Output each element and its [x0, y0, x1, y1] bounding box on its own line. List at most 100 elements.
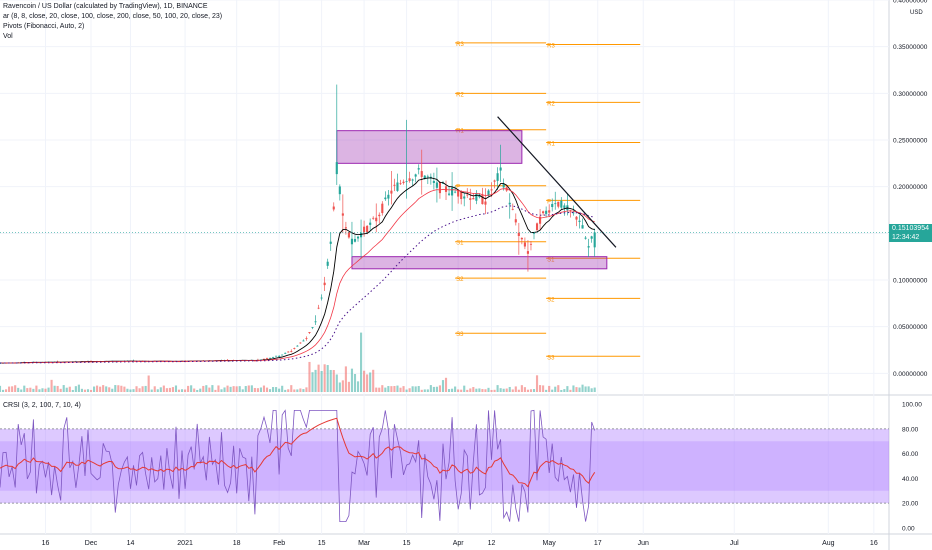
mid-ma-line: [0, 188, 595, 364]
volume-bar: [208, 387, 211, 392]
volume-bar: [65, 387, 68, 392]
pivot-current-label: S1: [547, 257, 555, 263]
volume-bar: [135, 386, 138, 392]
candle-body: [323, 282, 326, 286]
crsi-axis-label: 80.00: [902, 426, 919, 433]
volume-bar: [138, 388, 141, 392]
last-price-value: 0.15103954: [892, 225, 929, 232]
volume-bar: [514, 386, 517, 392]
volume-bar: [326, 365, 329, 392]
volume-bar: [517, 389, 520, 392]
volume-bar: [560, 389, 563, 392]
volume-bar: [363, 370, 366, 392]
price-axis-unit: USD: [910, 10, 923, 16]
volume-bar: [302, 389, 305, 392]
volume-bar: [493, 389, 496, 392]
volume-bar: [429, 385, 432, 392]
volume-bar: [387, 386, 390, 392]
candle-body: [290, 350, 293, 352]
candle-body: [475, 193, 478, 201]
volume-bar: [551, 389, 554, 392]
candle-body: [578, 220, 581, 222]
candle-body: [526, 251, 530, 254]
crsi-axis-label: 40.00: [902, 476, 919, 483]
price-axis-label: 0.05000000: [893, 324, 928, 331]
volume-bar: [162, 385, 165, 392]
volume-bar: [205, 385, 208, 392]
candle-body: [296, 345, 299, 347]
volume-bar: [353, 374, 357, 392]
volume-bar: [414, 386, 417, 392]
time-axis-label: 12: [488, 540, 496, 547]
candle-body: [587, 246, 590, 248]
volume-bar: [77, 384, 80, 392]
volume-bar: [83, 389, 87, 392]
candle-body: [317, 307, 320, 309]
candle-body: [454, 191, 457, 193]
volume-bar: [232, 386, 235, 392]
time-axis-label: 17: [594, 540, 602, 547]
candle-body: [253, 360, 256, 362]
volume-bar: [447, 389, 451, 392]
pivots-legend[interactable]: Pivots (Fibonacci, Auto, 2): [3, 23, 85, 30]
volume-bar: [132, 389, 135, 392]
volume-bar: [89, 389, 93, 392]
volume-bar: [529, 389, 533, 392]
moving-average-legend[interactable]: ar (8, 8, close, 20, close, 100, close, …: [3, 13, 223, 20]
candle-body: [396, 182, 399, 191]
volume-bar: [32, 388, 35, 392]
volume-bar: [278, 388, 281, 392]
volume-bar: [384, 387, 387, 392]
volume-bar: [411, 386, 414, 392]
volume-bar: [332, 370, 335, 392]
candle-body: [272, 357, 275, 358]
volume-bar: [171, 387, 175, 392]
candle-body: [514, 219, 517, 223]
volume-bar: [168, 387, 171, 392]
volume-bar: [50, 379, 53, 392]
candle-body: [308, 332, 311, 334]
crsi-axis-label: 0.00: [902, 525, 915, 532]
volume-bar: [14, 385, 17, 392]
volume-bar: [199, 388, 202, 392]
crsi-legend[interactable]: CRSI (3, 2, 100, 7, 10, 4): [3, 402, 81, 409]
volume-bar: [299, 388, 302, 392]
volume-bar: [74, 386, 77, 392]
candle-body: [302, 340, 305, 342]
volume-legend[interactable]: Vol: [3, 33, 13, 40]
volume-bar: [129, 389, 132, 392]
symbol-legend[interactable]: Ravencoin / US Dollar (calculated by Tra…: [3, 3, 208, 10]
volume-bar: [484, 389, 487, 392]
volume-bar: [557, 385, 560, 392]
volume-bar: [180, 389, 184, 392]
candle-body: [369, 222, 372, 225]
candle-body: [405, 181, 408, 183]
volume-bar: [532, 389, 536, 392]
volume-bar: [399, 387, 402, 392]
candle-body: [299, 342, 302, 344]
volume-bar: [535, 375, 539, 392]
volume-bar: [114, 385, 117, 392]
candle-body: [435, 182, 438, 188]
candle-body: [584, 237, 587, 239]
candle-body: [393, 184, 396, 186]
volume-bar: [542, 385, 545, 392]
volume-bar: [117, 385, 120, 392]
volume-bar: [211, 385, 214, 392]
volume-bar: [323, 364, 326, 392]
candle-body: [575, 216, 578, 220]
volume-bar: [402, 386, 405, 392]
volume-bar: [159, 387, 162, 392]
candle-body: [432, 181, 435, 184]
candle-body: [314, 321, 317, 323]
volume-bar: [423, 389, 426, 392]
pivot-previous-label: R1: [456, 129, 464, 135]
volume-bar: [378, 387, 381, 392]
volume-bar: [508, 386, 511, 392]
candle-body: [378, 214, 381, 217]
candle-body: [363, 226, 366, 233]
volume-bar: [587, 386, 590, 392]
volume-bar: [229, 386, 232, 392]
candle-body: [359, 232, 363, 238]
